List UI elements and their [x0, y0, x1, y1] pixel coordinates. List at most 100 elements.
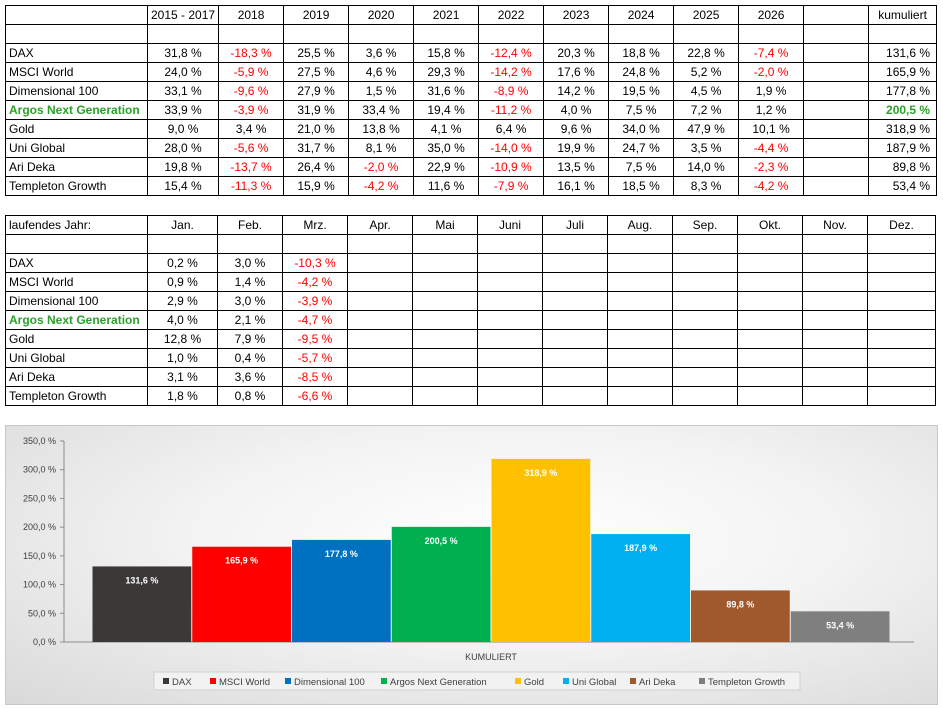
return-cell: 7,5 % [608, 157, 675, 177]
empty-cell [802, 253, 868, 273]
empty-cell [803, 24, 870, 44]
return-cell: 4,0 % [543, 100, 610, 120]
empty-cell [347, 367, 413, 387]
return-cell: 4,5 % [673, 81, 740, 101]
empty-cell [802, 291, 868, 311]
data-label: 200,5 % [425, 536, 458, 546]
legend-label: Ari Deka [639, 677, 676, 688]
fund-name-cell: MSCI World [5, 272, 148, 292]
empty-cell [607, 367, 673, 387]
empty-cell [867, 386, 936, 406]
return-cell: -2,3 % [738, 157, 805, 177]
return-cell: 9,6 % [543, 119, 610, 139]
return-cell: 7,2 % [673, 100, 740, 120]
empty-cell [867, 234, 936, 254]
empty-cell [542, 234, 608, 254]
cumulative-cell: 53,4 % [868, 176, 938, 196]
bar [790, 611, 890, 642]
legend-label: Templeton Growth [708, 677, 785, 688]
column-header: 2018 [218, 5, 285, 25]
return-cell: -4,7 % [282, 310, 348, 330]
empty-cell [803, 138, 870, 158]
table-row: Ari Deka 3,1 % 3,6 % -8,5 % [5, 367, 936, 387]
empty-cell [607, 329, 673, 349]
month-header: Juli [542, 215, 608, 235]
return-cell: 1,5 % [348, 81, 415, 101]
return-cell: 11,6 % [413, 176, 480, 196]
return-cell: 10,1 % [738, 119, 805, 139]
return-cell: 4,6 % [348, 62, 415, 82]
empty-cell [412, 291, 478, 311]
column-header: 2021 [413, 5, 480, 25]
return-cell: 3,1 % [147, 367, 218, 387]
empty-cell [607, 348, 673, 368]
return-cell: 29,3 % [413, 62, 480, 82]
return-cell: 8,1 % [348, 138, 415, 158]
empty-cell [867, 310, 936, 330]
return-cell: 27,5 % [283, 62, 350, 82]
fund-name-cell: Gold [5, 119, 148, 139]
empty-cell [477, 272, 543, 292]
fund-name-cell: Argos Next Generation [5, 310, 148, 330]
month-header: Okt. [737, 215, 803, 235]
data-label: 318,9 % [524, 468, 557, 478]
bar [391, 526, 491, 642]
return-cell: -7,4 % [738, 43, 805, 63]
cumulative-bar-chart: 0,0 % 50,0 % 100,0 % 150,0 % 200,0 % 250,0 % 3… [23, 436, 914, 691]
table-row: Ari Deka 19,8 % -13,7 % 26,4 % -2,0 % 22,9 % -… [5, 157, 938, 177]
annual-returns-table: 2015 - 2017 2018 2019 2020 2021 2022 2023 2024 2… [5, 5, 938, 196]
empty-cell [802, 348, 868, 368]
empty-cell [607, 291, 673, 311]
table-row: Gold 9,0 % 3,4 % 21,0 % 13,8 % 4,1 % 6,4 % 9,6 … [5, 119, 938, 139]
return-cell: 2,9 % [147, 291, 218, 311]
data-label: 53,4 % [826, 620, 854, 630]
return-cell: -3,9 % [218, 100, 285, 120]
y-tick-label: 0,0 % [33, 637, 56, 647]
empty-cell [672, 253, 738, 273]
data-label: 187,9 % [624, 543, 657, 553]
return-cell: 18,8 % [608, 43, 675, 63]
return-cell: 31,8 % [146, 43, 220, 63]
header-row: laufendes Jahr: Jan. Feb. Mrz. Apr. Mai Juni Ju… [5, 215, 936, 235]
empty-cell [867, 348, 936, 368]
empty-cell [802, 386, 868, 406]
legend-label: Argos Next Generation [390, 677, 487, 688]
return-cell: 16,1 % [543, 176, 610, 196]
empty-cell [803, 43, 870, 63]
month-header: Aug. [607, 215, 673, 235]
legend-swatch [285, 678, 291, 684]
column-header: 2022 [478, 5, 545, 25]
y-tick-label: 200,0 % [23, 522, 56, 532]
y-tick-label: 250,0 % [23, 493, 56, 503]
y-tick-label: 50,0 % [28, 608, 56, 618]
return-cell: 14,0 % [673, 157, 740, 177]
return-cell: 15,9 % [283, 176, 350, 196]
empty-cell [282, 234, 348, 254]
return-cell: -11,2 % [478, 100, 545, 120]
return-cell: 7,9 % [217, 329, 283, 349]
return-cell: 15,8 % [413, 43, 480, 63]
empty-cell [5, 24, 148, 44]
y-tick-label: 100,0 % [23, 580, 56, 590]
empty-cell [477, 329, 543, 349]
month-header: Nov. [802, 215, 868, 235]
spacer-row [5, 24, 938, 44]
legend-label: Dimensional 100 [294, 677, 365, 688]
return-cell: 18,5 % [608, 176, 675, 196]
column-header: 2025 [673, 5, 740, 25]
return-cell: -12,4 % [478, 43, 545, 63]
empty-cell [347, 310, 413, 330]
empty-cell [672, 310, 738, 330]
fund-name-cell: Templeton Growth [5, 386, 148, 406]
empty-cell [477, 386, 543, 406]
cumulative-cell: 177,8 % [868, 81, 938, 101]
return-cell: 4,1 % [413, 119, 480, 139]
empty-cell [867, 253, 936, 273]
header-row: 2015 - 2017 2018 2019 2020 2021 2022 2023 2024 2… [5, 5, 938, 25]
return-cell: 19,4 % [413, 100, 480, 120]
column-header: kumuliert [868, 5, 938, 25]
return-cell: -10,9 % [478, 157, 545, 177]
empty-cell [542, 253, 608, 273]
cumulative-cell: 187,9 % [868, 138, 938, 158]
data-label: 177,8 % [325, 549, 358, 559]
